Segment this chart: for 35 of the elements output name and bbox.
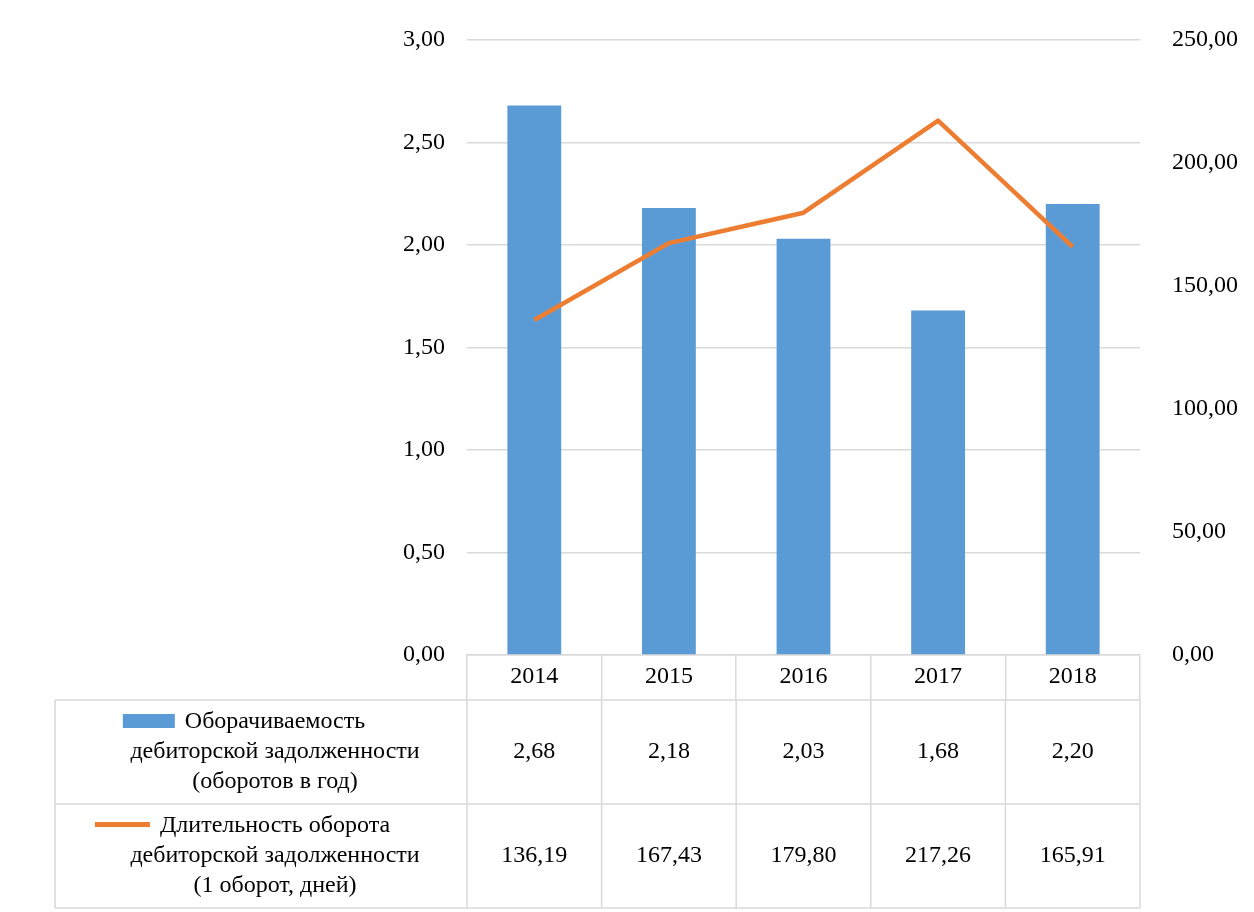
y2-tick-label: 0,00 — [1172, 640, 1214, 667]
y-tick-label: 2,00 — [403, 230, 445, 257]
x-tick-label: 2017 — [914, 661, 963, 688]
bar — [507, 105, 562, 655]
bar — [776, 238, 831, 655]
data-label: 2,18 — [647, 737, 690, 764]
y-tick-label: 0,00 — [403, 640, 445, 667]
data-label: 167,43 — [635, 841, 702, 868]
bar — [1045, 204, 1100, 655]
x-tick-label: 2014 — [510, 661, 559, 688]
data-label: 2,68 — [513, 737, 556, 764]
y-tick-label: 1,50 — [403, 332, 445, 359]
data-label: 136,19 — [501, 841, 568, 868]
x-tick-label: 2015 — [644, 661, 693, 688]
y-tick-label: 2,50 — [403, 127, 445, 154]
y2-tick-label: 250,00 — [1172, 25, 1238, 52]
data-label: 2,03 — [782, 737, 825, 764]
data-label: 1,68 — [917, 737, 960, 764]
bar — [641, 208, 696, 655]
legend-label: Оборачиваемость дебиторской задолженности (оборотов в год) — [130, 707, 420, 794]
data-label: 165,91 — [1039, 841, 1106, 868]
y-tick-label: 1,00 — [403, 435, 445, 462]
y2-tick-label: 100,00 — [1172, 394, 1238, 421]
y2-tick-label: 150,00 — [1172, 271, 1238, 298]
data-label: 2,20 — [1051, 737, 1094, 764]
y2-tick-label: 200,00 — [1172, 148, 1238, 175]
x-tick-label: 2018 — [1048, 661, 1097, 688]
x-tick-label: 2016 — [779, 661, 828, 688]
legend-label: Длительность оборота дебиторской задолженности (1 оборот, дней) — [130, 811, 420, 898]
bar — [911, 310, 966, 655]
y-tick-label: 3,00 — [403, 25, 445, 52]
y-tick-label: 0,50 — [403, 537, 445, 564]
data-label: 217,26 — [905, 841, 972, 868]
y2-tick-label: 50,00 — [1172, 517, 1226, 544]
data-label: 179,80 — [770, 841, 837, 868]
